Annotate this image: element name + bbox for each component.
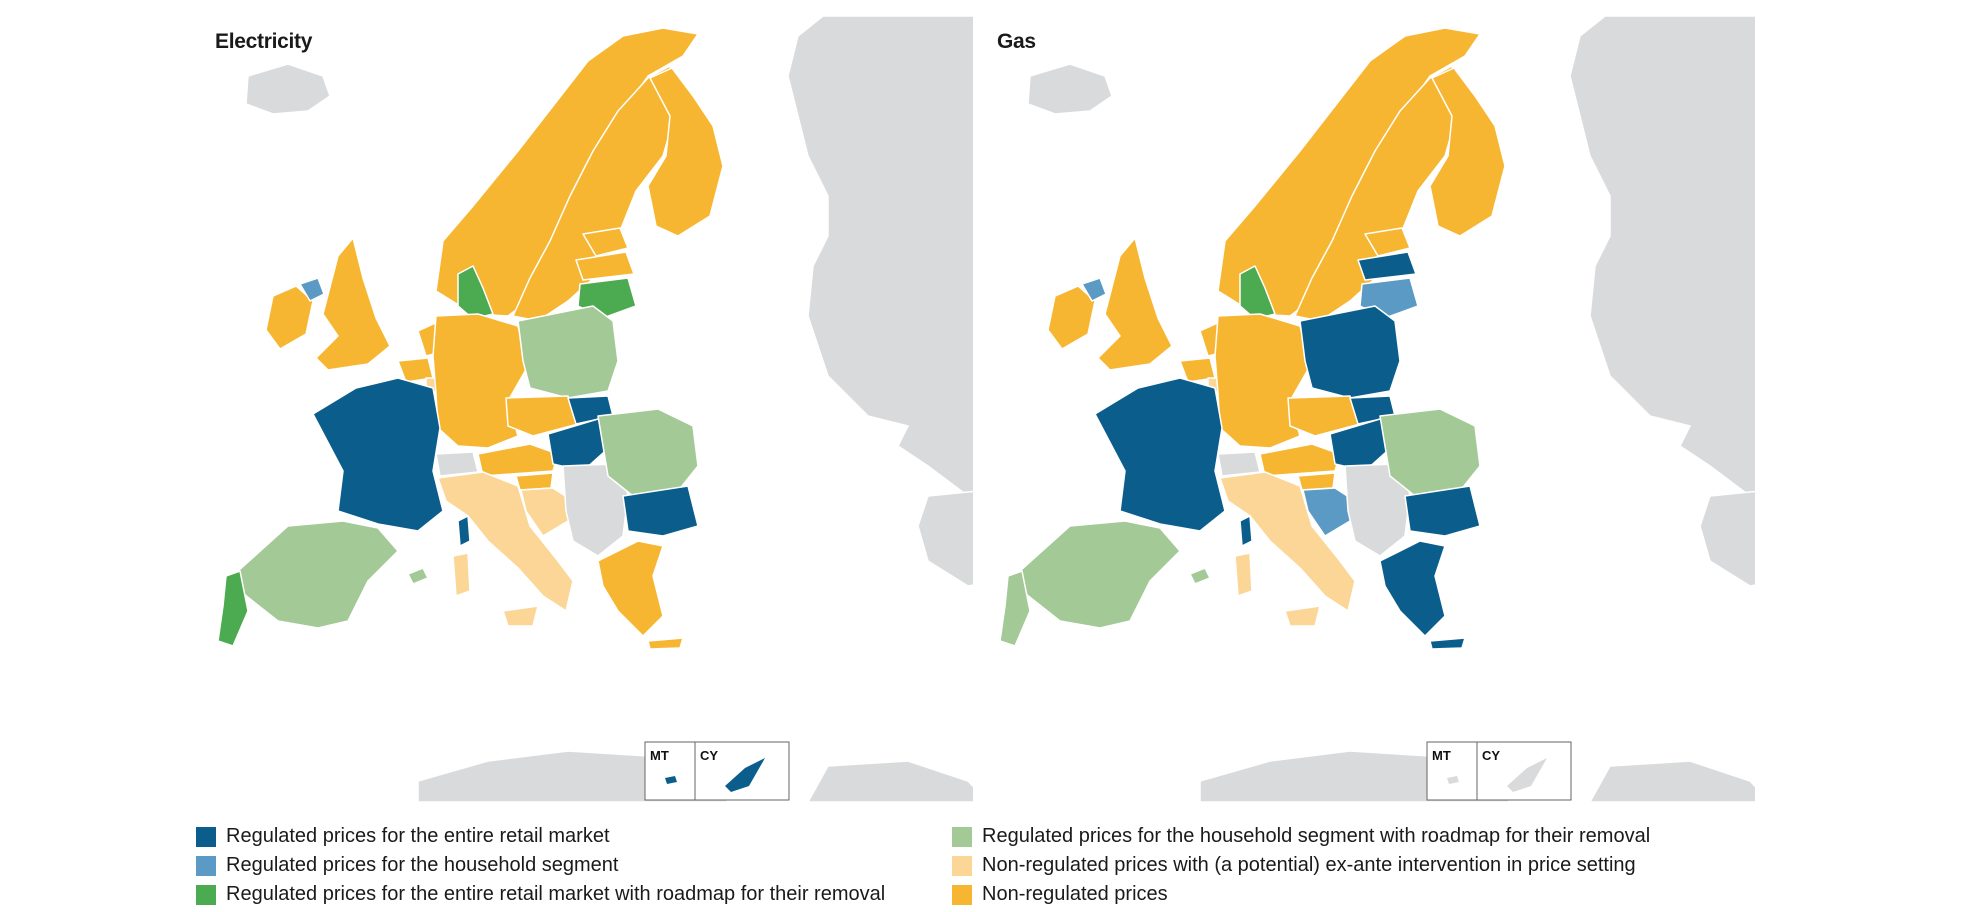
country-sar [1234, 552, 1253, 597]
legend-item-regulated-household: Regulated prices for the household segme… [196, 851, 885, 880]
map-geometry [217, 16, 973, 802]
country-fi [647, 67, 724, 237]
legend-swatch [952, 855, 972, 876]
inset-boxes: MT CY [644, 741, 790, 801]
country-dk [1239, 265, 1276, 320]
legend-label: Regulated prices for the household segme… [226, 854, 619, 876]
neighbour-land [1699, 490, 1755, 587]
country-bg [1404, 485, 1481, 537]
legend-right-column: Regulated prices for the household segme… [952, 822, 1650, 909]
country-fr [312, 377, 444, 532]
country-cor [457, 515, 471, 547]
legend-swatch [196, 855, 216, 876]
legend-swatch [952, 826, 972, 847]
inset-box-mt [644, 741, 696, 801]
electricity-map-title: Electricity [215, 30, 313, 53]
country-cz [1287, 395, 1361, 437]
country-cz [505, 395, 579, 437]
country-gr [1379, 540, 1446, 637]
country-sar [452, 552, 471, 597]
neighbour-land [807, 760, 973, 802]
country-hu [1329, 418, 1396, 472]
country-ie [1047, 285, 1096, 350]
neighbour-land [917, 490, 973, 587]
inset-shape-mt [1447, 776, 1459, 784]
country-is [1027, 63, 1113, 115]
legend-item-regulated-household-roadmap: Regulated prices for the household segme… [952, 822, 1650, 851]
country-crete [1429, 637, 1466, 650]
legend-swatch [196, 826, 216, 847]
country-si [515, 472, 554, 491]
country-crete [647, 637, 684, 650]
legend-item-regulated-entire-roadmap: Regulated prices for the entire retail m… [196, 880, 885, 909]
inset-shape-cy [725, 758, 765, 792]
country-fi [1429, 67, 1506, 237]
country-fr [1094, 377, 1226, 532]
inset-label-mt: MT [1432, 748, 1451, 763]
country-gb [1097, 237, 1173, 371]
country-sic [1284, 605, 1321, 627]
country-pl [1299, 305, 1401, 399]
inset-label-mt: MT [650, 748, 669, 763]
country-de [432, 313, 529, 449]
country-si [1297, 472, 1336, 491]
legend-left-column: Regulated prices for the entire retail m… [196, 822, 885, 909]
country-ch [435, 451, 479, 477]
legend-label: Regulated prices for the household segme… [982, 825, 1651, 847]
country-hu [547, 418, 614, 472]
legend-item-regulated-entire: Regulated prices for the entire retail m… [196, 822, 885, 851]
neighbour-land [1589, 760, 1755, 802]
country-sic [502, 605, 539, 627]
gas-map: MT CY [999, 16, 1755, 802]
country-nir [299, 277, 325, 302]
country-ro [597, 408, 699, 497]
inset-shape-cy [1507, 758, 1547, 792]
country-de [1214, 313, 1311, 449]
legend-label: Non-regulated prices with (a potential) … [982, 854, 1636, 876]
country-bg [622, 485, 699, 537]
legend-label: Regulated prices for the entire retail m… [226, 825, 610, 847]
country-ch [1217, 451, 1261, 477]
legend-item-non-regulated: Non-regulated prices [952, 880, 1650, 909]
country-at [477, 443, 559, 477]
neighbour-land [787, 16, 973, 497]
inset-box-mt [1426, 741, 1478, 801]
country-ie [265, 285, 314, 350]
inset-label-cy: CY [700, 748, 718, 763]
country-ee [1364, 227, 1411, 257]
country-nir [1081, 277, 1107, 302]
legend-swatch [952, 884, 972, 905]
country-lv [1357, 251, 1417, 281]
inset-shape-mt [665, 776, 677, 784]
country-pt [217, 570, 249, 647]
neighbour-land [1569, 16, 1755, 497]
country-dk [457, 265, 494, 320]
country-lv [575, 251, 635, 281]
country-bal [407, 567, 429, 585]
country-ro [1379, 408, 1481, 497]
country-pl [517, 305, 619, 399]
legend-swatch [196, 884, 216, 905]
country-ee [582, 227, 629, 257]
country-gr [597, 540, 664, 637]
country-es [237, 520, 399, 629]
legend-label: Non-regulated prices [982, 883, 1168, 905]
electricity-map: MT CY [217, 16, 973, 802]
country-pt [999, 570, 1031, 647]
inset-label-cy: CY [1482, 748, 1500, 763]
country-is [245, 63, 331, 115]
country-at [1259, 443, 1341, 477]
electricity-map-panel: MT CY Electricity [213, 16, 973, 802]
gas-map-panel: MT CY Gas [995, 16, 1755, 802]
map-geometry [999, 16, 1755, 802]
inset-boxes: MT CY [1426, 741, 1572, 801]
legend-label: Regulated prices for the entire retail m… [226, 883, 886, 905]
legend-item-non-regulated-exante: Non-regulated prices with (a potential) … [952, 851, 1650, 880]
country-es [1019, 520, 1181, 629]
gas-map-title: Gas [997, 30, 1036, 53]
country-bal [1189, 567, 1211, 585]
country-cor [1239, 515, 1253, 547]
country-gb [315, 237, 391, 371]
